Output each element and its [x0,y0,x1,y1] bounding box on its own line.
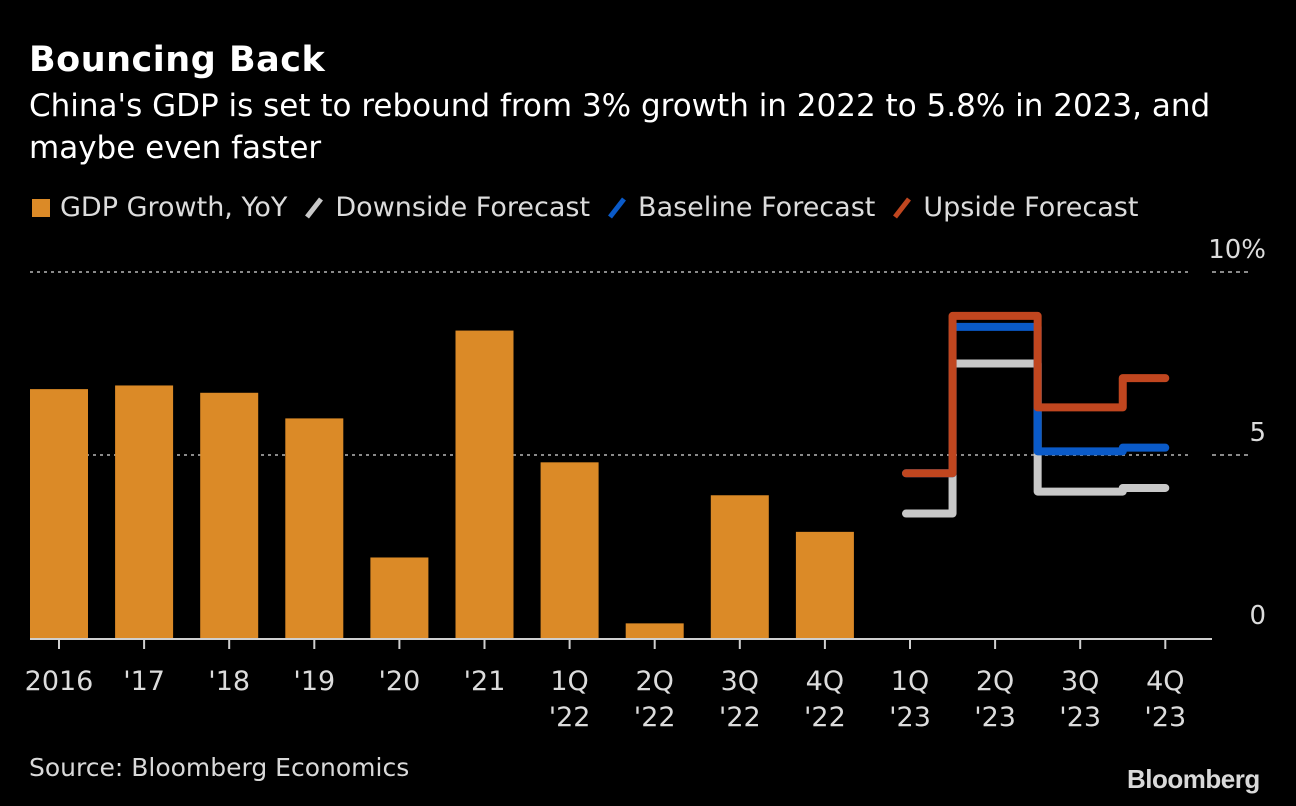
upside-forecast-line [902,311,1170,478]
bar [370,557,429,638]
y-tick-label: 0 [1249,601,1266,631]
x-tick-label: 2016 [25,666,94,697]
legend-swatch-bar-icon [32,198,50,217]
x-tick-label: 1Q [891,666,929,697]
x-tick-label-year: '23 [974,702,1016,733]
y-tick-label: 5 [1249,418,1266,448]
x-tick-label-year: '23 [889,702,931,733]
x-tick-label: 3Q [1061,666,1099,697]
x-tick-label-year: '22 [804,702,846,733]
bar [115,385,174,638]
bar [200,392,259,638]
x-tick-label-year: '22 [549,702,591,733]
y-tick-label: 10% [1208,235,1266,265]
bar [285,418,344,638]
x-tick-label: 2Q [976,666,1014,697]
x-tick-label: 1Q [550,666,588,697]
x-tick-label: '17 [123,666,165,697]
x-tick-label-year: '22 [634,702,676,733]
bloomberg-logo: Bloomberg [1127,764,1260,794]
x-tick-label: 3Q [721,666,759,697]
legend-swatch-line-icon [305,196,324,219]
bar [455,330,514,638]
x-tick-label: '21 [464,666,506,697]
x-tick-label-year: '22 [719,702,761,733]
x-tick-label-year: '23 [1059,702,1101,733]
legend-label: Baseline Forecast [638,192,876,223]
bar [30,389,88,638]
x-tick-label: '19 [293,666,335,697]
legend-label: GDP Growth, YoY [60,192,288,223]
bar [710,495,769,638]
legend-label: Downside Forecast [335,192,591,223]
x-tick-label: 4Q [1146,666,1184,697]
legend-label: Upside Forecast [923,192,1139,223]
legend-swatch-line-icon [608,196,627,219]
legend-item-baseline: Baseline Forecast [606,192,875,223]
legend-item-upside: Upside Forecast [891,192,1138,223]
bar [540,462,599,638]
legend-swatch-line-icon [893,196,912,219]
x-tick-label: 4Q [806,666,844,697]
bar [625,623,684,638]
legend: GDP Growth, YoY Downside Forecast Baseli… [32,192,1154,223]
chart-title: Bouncing Back [29,40,326,80]
chart-subtitle: China's GDP is set to rebound from 3% gr… [29,88,1211,166]
source-note: Source: Bloomberg Economics [29,753,410,782]
x-tick-label: '20 [379,666,421,697]
bar [795,531,854,638]
x-tick-label: 2Q [635,666,673,697]
x-tick-label: '18 [208,666,250,697]
x-tick-label-year: '23 [1144,702,1186,733]
legend-item-downside: Downside Forecast [303,192,590,223]
legend-item-gdp: GDP Growth, YoY [32,192,287,223]
